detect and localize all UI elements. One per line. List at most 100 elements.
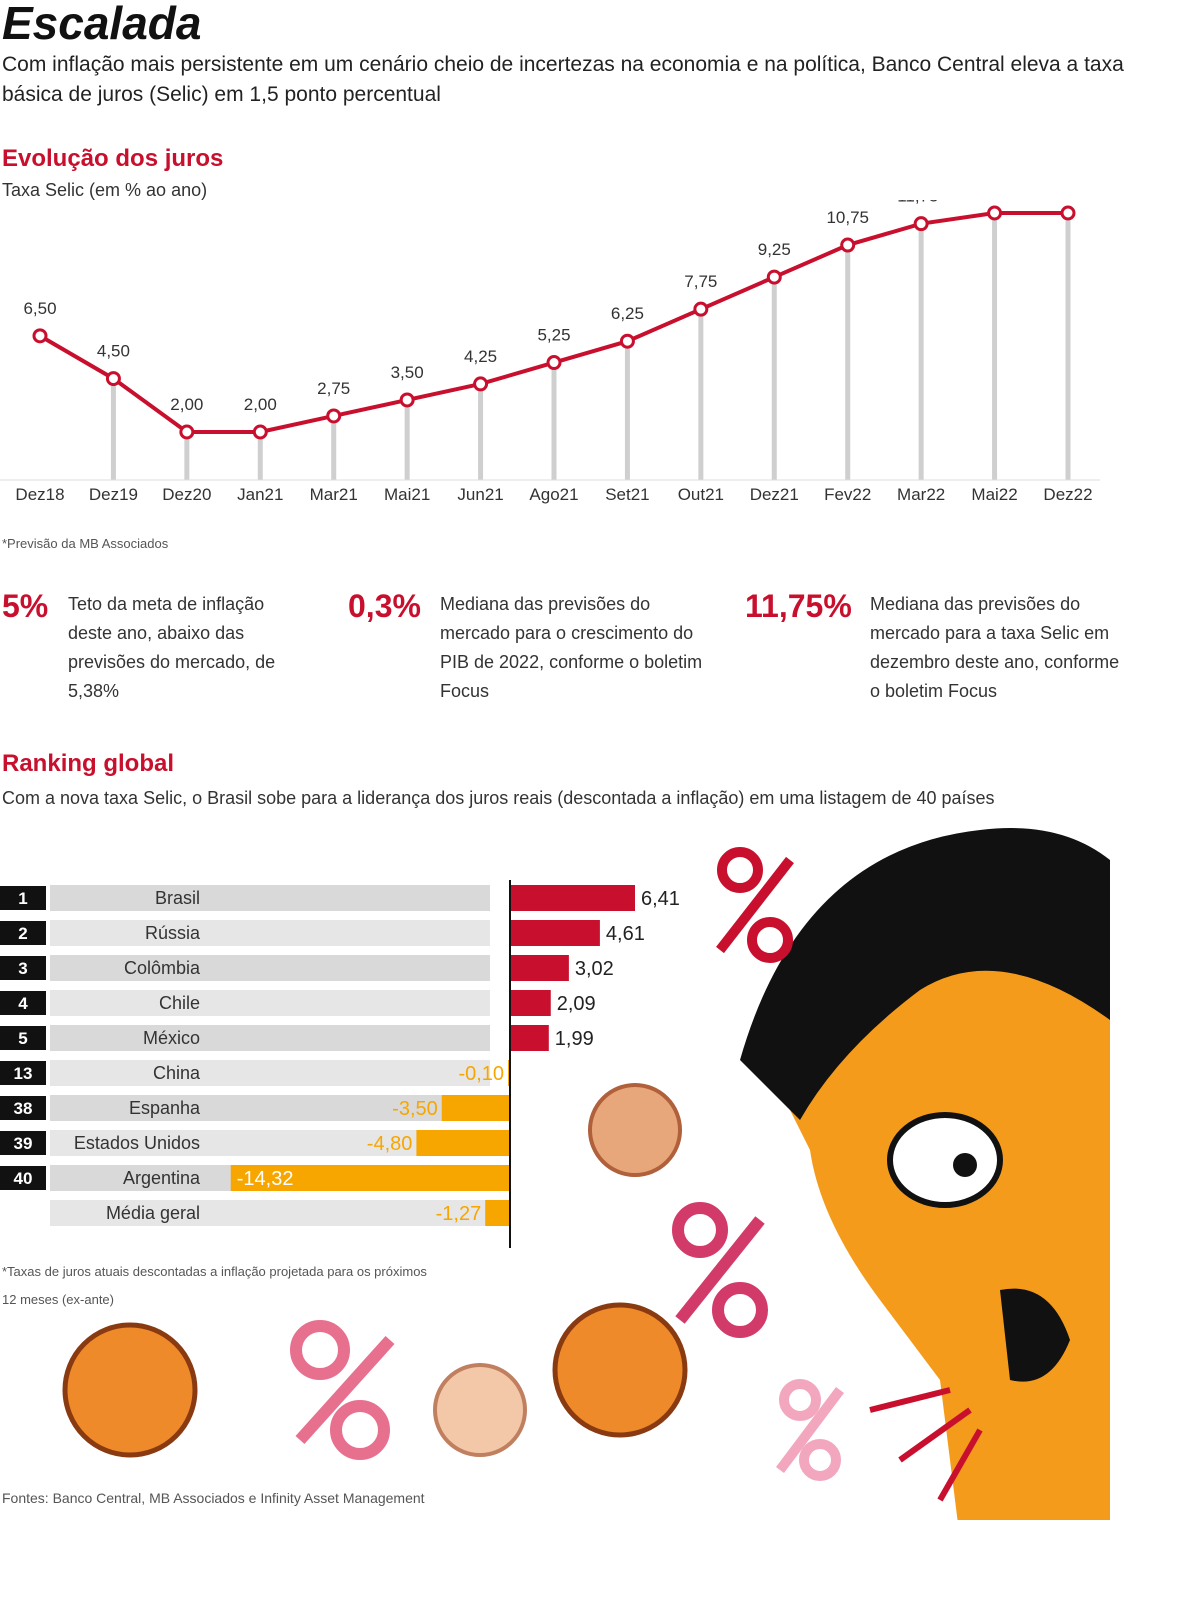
value-label: 6,50 xyxy=(23,299,56,318)
bar xyxy=(510,885,635,911)
line-chart: 6,50 Dez18 4,50 Dez19 2,00 Dez20 2,00 Jan21 2,75… xyxy=(0,200,1100,504)
bar-chart-note: *Taxas de juros atuais descontadas a inf… xyxy=(2,1264,427,1307)
rank: 5 xyxy=(18,1029,27,1048)
value-label: 3,02 xyxy=(575,958,614,980)
x-tick-label: Ago21 xyxy=(529,485,578,504)
x-tick-label: Out21 xyxy=(678,485,724,504)
rank: 39 xyxy=(14,1134,33,1153)
bar xyxy=(485,1200,510,1226)
row-band xyxy=(50,955,490,981)
bar-chart-title: Ranking global xyxy=(2,750,175,777)
marker xyxy=(252,424,268,440)
x-tick-label: Mai21 xyxy=(384,485,430,504)
category-label: Média geral xyxy=(106,1203,200,1223)
x-tick-label: Mai22 xyxy=(971,485,1017,504)
coin xyxy=(62,1322,198,1458)
value-label: 4,25 xyxy=(464,347,497,366)
eye xyxy=(887,1112,1003,1208)
category-label: Estados Unidos xyxy=(74,1133,200,1153)
category-label: Rússia xyxy=(145,923,201,943)
x-tick-label: Dez21 xyxy=(750,485,799,504)
marker xyxy=(619,333,635,349)
percent-sign xyxy=(716,847,794,963)
hair xyxy=(740,828,1110,1120)
stat-value: 11,75% xyxy=(745,588,852,624)
stat-text: Mediana das previsões do mercado para o … xyxy=(440,594,703,701)
stat-value: 5% xyxy=(2,588,49,624)
value-label: 6,41 xyxy=(641,888,680,910)
percent-sign xyxy=(672,1202,768,1338)
rank: 3 xyxy=(18,959,27,978)
percent-sign xyxy=(776,1379,844,1481)
stat-text: Teto da meta de inflação deste ano, abai… xyxy=(68,594,276,701)
x-tick-label: Fev22 xyxy=(824,485,871,504)
row-band xyxy=(50,1095,490,1121)
source: Fontes: Banco Central, MB Associados e I… xyxy=(2,1490,425,1506)
page-title: Escalada xyxy=(2,0,202,49)
rank-box xyxy=(0,1166,46,1190)
rank-box xyxy=(0,1096,46,1120)
category-label: Argentina xyxy=(123,1168,201,1188)
pupil xyxy=(953,1153,977,1177)
value-label: 2,00 xyxy=(170,395,203,414)
rank: 38 xyxy=(14,1099,33,1118)
marker xyxy=(105,371,121,387)
coin xyxy=(588,1083,682,1177)
line-chart-title: Evolução dos juros xyxy=(2,145,224,172)
bar xyxy=(416,1130,510,1156)
value-label: -4,80 xyxy=(367,1133,413,1155)
value-label: 1,99 xyxy=(555,1028,594,1050)
marker xyxy=(693,301,709,317)
x-tick-label: Set21 xyxy=(605,485,649,504)
marker xyxy=(473,376,489,392)
coin xyxy=(433,1363,527,1457)
illustration xyxy=(62,828,1110,1520)
line-chart-subtitle: Taxa Selic (em % ao ano) xyxy=(2,180,208,200)
category-label: Colômbia xyxy=(124,958,201,978)
value-label: 5,25 xyxy=(537,326,570,345)
x-tick-label: Dez19 xyxy=(89,485,138,504)
value-label: -3,50 xyxy=(392,1098,438,1120)
value-label: 11,75* xyxy=(897,200,945,206)
rank: 13 xyxy=(14,1064,33,1083)
bar xyxy=(510,1025,549,1051)
row-band xyxy=(50,990,490,1016)
marker xyxy=(399,392,415,408)
category-label: China xyxy=(153,1063,201,1083)
bar-chart-subtitle: Com a nova taxa Selic, o Brasil sobe par… xyxy=(2,788,995,808)
row-band xyxy=(50,1200,490,1226)
value-label: 2,00 xyxy=(244,395,277,414)
rank: 40 xyxy=(14,1169,33,1188)
marker xyxy=(546,355,562,371)
value-label: 10,75 xyxy=(826,208,869,227)
row-band xyxy=(50,920,490,946)
bar xyxy=(230,1165,510,1191)
mouth xyxy=(1000,1288,1070,1382)
rank-box xyxy=(0,1131,46,1155)
rank-box xyxy=(0,1026,46,1050)
rank-box xyxy=(0,886,46,910)
bar-chart: 1 Brasil 6,41 2 Rússia 4,61 3 Colômbia 3,02 4 Chil… xyxy=(0,880,680,1248)
rank: 4 xyxy=(18,994,28,1013)
page-subtitle: Com inflação mais persistente em um cená… xyxy=(2,53,1124,106)
bar xyxy=(510,990,551,1016)
x-tick-label: Dez20 xyxy=(162,485,211,504)
value-label: 4,50 xyxy=(97,342,130,361)
category-label: Espanha xyxy=(129,1098,201,1118)
x-tick-label: Dez18 xyxy=(15,485,64,504)
category-label: Brasil xyxy=(155,888,200,908)
motion-lines xyxy=(869,1387,983,1502)
bar xyxy=(510,955,569,981)
marker xyxy=(987,205,1003,221)
value-label: 7,75 xyxy=(684,272,717,291)
value-label: 6,25 xyxy=(611,304,644,323)
rank-box xyxy=(0,1061,46,1085)
category-label: México xyxy=(143,1028,200,1048)
row-band xyxy=(50,1060,490,1086)
stat-value: 0,3% xyxy=(348,588,421,624)
marker xyxy=(326,408,342,424)
marker xyxy=(179,424,195,440)
marker xyxy=(840,237,856,253)
rank-box xyxy=(0,991,46,1015)
